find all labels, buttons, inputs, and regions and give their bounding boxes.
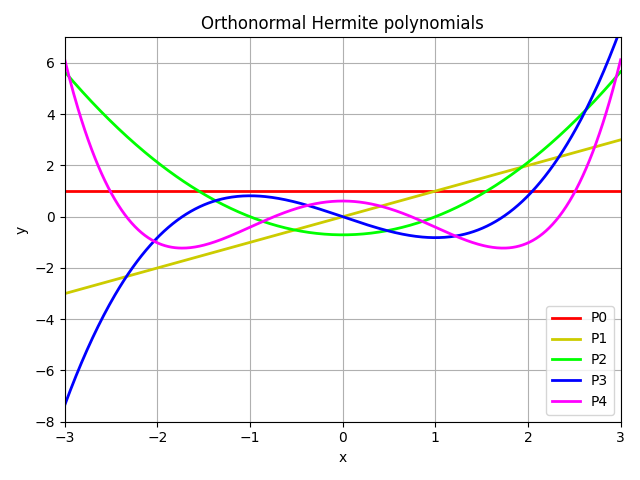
P0 xyxy=(392,188,399,194)
P3 xyxy=(392,230,399,236)
Line: P1: P1 xyxy=(65,140,621,294)
Line: P4: P4 xyxy=(65,60,621,248)
P2 xyxy=(61,69,68,74)
P3 xyxy=(328,210,336,216)
P3 xyxy=(604,60,611,66)
P2 xyxy=(393,226,401,231)
P1 xyxy=(328,217,336,223)
P1 xyxy=(362,207,369,213)
P2 xyxy=(328,232,336,238)
P3 xyxy=(61,402,68,408)
P4 xyxy=(393,208,401,214)
P0 xyxy=(362,188,369,194)
P2 xyxy=(605,83,612,89)
P4 xyxy=(326,199,333,204)
P4 xyxy=(518,242,525,248)
P1 xyxy=(617,137,625,143)
Line: P2: P2 xyxy=(65,72,621,235)
P2 xyxy=(339,232,346,238)
P3 xyxy=(516,200,524,206)
P1 xyxy=(61,291,68,297)
P4 xyxy=(178,245,186,251)
X-axis label: x: x xyxy=(339,451,347,465)
P0 xyxy=(516,188,524,194)
P1 xyxy=(325,218,333,224)
P4 xyxy=(330,198,337,204)
P3 xyxy=(617,25,625,31)
Line: P3: P3 xyxy=(65,28,621,405)
P4 xyxy=(605,102,612,108)
P4 xyxy=(363,200,371,206)
P0 xyxy=(617,188,625,194)
P0 xyxy=(325,188,333,194)
Title: Orthonormal Hermite polynomials: Orthonormal Hermite polynomials xyxy=(201,15,484,33)
P1 xyxy=(604,141,611,146)
P3 xyxy=(362,221,369,227)
P4 xyxy=(61,57,68,63)
P1 xyxy=(516,165,524,170)
P4 xyxy=(617,57,625,63)
P0 xyxy=(328,188,336,194)
P1 xyxy=(392,199,399,205)
Y-axis label: y: y xyxy=(15,226,29,234)
P0 xyxy=(61,188,68,194)
P2 xyxy=(325,231,333,237)
P2 xyxy=(363,231,371,237)
Legend: P0, P1, P2, P3, P4: P0, P1, P2, P3, P4 xyxy=(547,306,614,415)
P2 xyxy=(617,69,625,74)
P2 xyxy=(518,165,525,170)
P0 xyxy=(604,188,611,194)
P3 xyxy=(325,209,333,215)
